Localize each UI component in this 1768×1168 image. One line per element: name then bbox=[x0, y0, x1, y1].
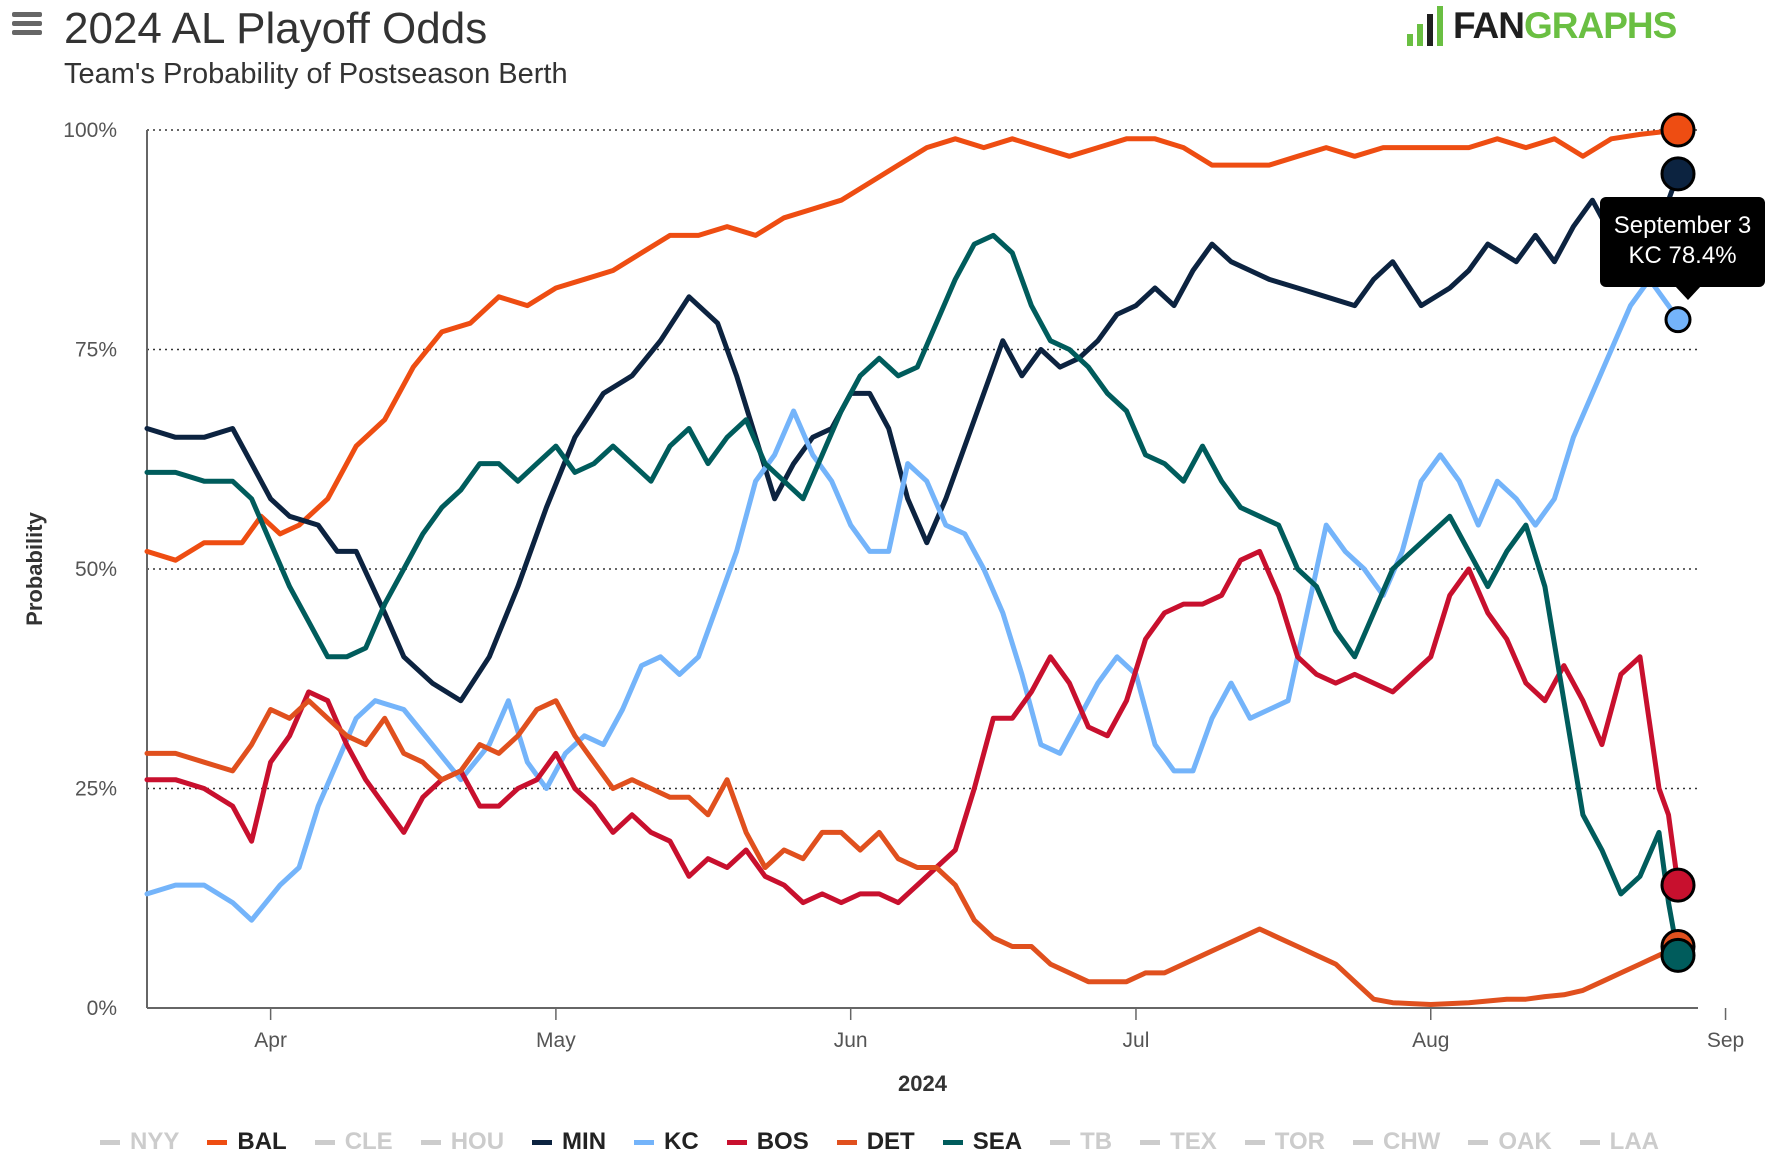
series-line-bal bbox=[144, 127, 1681, 563]
legend-swatch bbox=[207, 1139, 228, 1145]
legend-item-laa[interactable]: LAA bbox=[1579, 1128, 1659, 1156]
legend-item-min[interactable]: MIN bbox=[532, 1128, 606, 1156]
end-marker-min bbox=[1660, 156, 1696, 192]
legend-label: CLE bbox=[344, 1128, 393, 1155]
legend-item-chw[interactable]: CHW bbox=[1353, 1128, 1440, 1156]
legend-item-bal[interactable]: BAL bbox=[207, 1128, 287, 1156]
series-line-min bbox=[144, 171, 1681, 704]
legend-label: TOR bbox=[1274, 1128, 1325, 1155]
legend-swatch bbox=[532, 1139, 553, 1145]
legend-item-tor[interactable]: TOR bbox=[1244, 1128, 1325, 1156]
y-tick-label: 75% bbox=[75, 339, 117, 362]
legend-swatch bbox=[634, 1139, 655, 1145]
legend-label: SEA bbox=[972, 1128, 1023, 1155]
y-axis-title: Probability bbox=[22, 511, 47, 625]
legend-item-nyy[interactable]: NYY bbox=[100, 1128, 179, 1156]
legend-label: DET bbox=[866, 1128, 915, 1155]
hover-tooltip: September 3 KC 78.4% bbox=[1600, 197, 1765, 300]
y-tick-label: 0% bbox=[87, 997, 117, 1020]
x-axis-title: 2024 bbox=[898, 1071, 948, 1096]
legend-swatch bbox=[1353, 1139, 1373, 1145]
end-marker-bos bbox=[1660, 867, 1696, 903]
legend-item-bos[interactable]: BOS bbox=[726, 1128, 809, 1156]
end-marker-kc bbox=[1664, 306, 1692, 334]
legend-label: OAK bbox=[1498, 1128, 1552, 1155]
legend-item-tex[interactable]: TEX bbox=[1140, 1128, 1217, 1156]
y-tick-label: 50% bbox=[75, 558, 117, 581]
legend-item-cle[interactable]: CLE bbox=[314, 1128, 393, 1156]
chart-legend: NYY BAL CLE HOU MIN KC BOS DET SEA TB TEX TOR CHW OAK… bbox=[100, 1128, 1687, 1156]
fangraphs-bars-icon bbox=[1405, 6, 1449, 46]
x-tick-label: Jun bbox=[834, 1029, 868, 1052]
legend-label: HOU bbox=[450, 1128, 505, 1155]
legend-label: MIN bbox=[562, 1128, 607, 1155]
legend-swatch bbox=[1244, 1139, 1265, 1145]
chart-subtitle: Team's Probability of Postseason Berth bbox=[64, 58, 568, 90]
x-tick-label: Jul bbox=[1123, 1029, 1150, 1052]
end-marker-sea bbox=[1660, 937, 1696, 973]
hamburger-menu-icon[interactable] bbox=[12, 12, 42, 36]
legend-swatch bbox=[942, 1139, 963, 1145]
legend-item-kc[interactable]: KC bbox=[634, 1128, 699, 1156]
x-tick-label: Sep bbox=[1707, 1029, 1744, 1052]
legend-swatch bbox=[1140, 1139, 1161, 1145]
legend-swatch bbox=[100, 1139, 120, 1145]
logo-fan-text: FAN bbox=[1453, 5, 1525, 46]
end-marker-bal bbox=[1660, 112, 1696, 148]
x-tick-label: May bbox=[536, 1029, 576, 1052]
x-tick-label: Aug bbox=[1412, 1029, 1449, 1052]
y-tick-label: 25% bbox=[75, 778, 117, 801]
legend-item-oak[interactable]: OAK bbox=[1468, 1128, 1552, 1156]
legend-swatch bbox=[726, 1139, 747, 1145]
tooltip-value: KC 78.4% bbox=[1628, 242, 1737, 269]
y-tick-label: 100% bbox=[63, 119, 117, 142]
series-line-det bbox=[144, 698, 1681, 1007]
tooltip-date: September 3 bbox=[1613, 212, 1752, 239]
legend-item-sea[interactable]: SEA bbox=[942, 1128, 1023, 1156]
legend-label: TB bbox=[1080, 1128, 1113, 1155]
chart-title: 2024 AL Playoff Odds bbox=[64, 4, 488, 53]
legend-label: CHW bbox=[1383, 1128, 1441, 1155]
series-line-sea bbox=[144, 232, 1681, 958]
legend-label: LAA bbox=[1609, 1128, 1659, 1155]
legend-label: NYY bbox=[130, 1128, 180, 1155]
legend-item-det[interactable]: DET bbox=[836, 1128, 915, 1156]
legend-label: KC bbox=[664, 1128, 699, 1155]
legend-swatch bbox=[1579, 1139, 1600, 1145]
legend-label: BAL bbox=[237, 1128, 287, 1155]
fangraphs-logo[interactable]: FAN GRAPHS bbox=[1405, 4, 1677, 48]
legend-label: BOS bbox=[756, 1128, 809, 1155]
logo-graphs-text: GRAPHS bbox=[1524, 5, 1677, 46]
legend-item-hou[interactable]: HOU bbox=[420, 1128, 505, 1156]
x-tick-label: Apr bbox=[254, 1029, 287, 1052]
legend-swatch bbox=[1468, 1139, 1489, 1145]
legend-swatch bbox=[836, 1139, 857, 1145]
legend-swatch bbox=[1050, 1139, 1071, 1145]
legend-label: TEX bbox=[1170, 1128, 1217, 1155]
legend-swatch bbox=[420, 1139, 441, 1145]
legend-item-tb[interactable]: TB bbox=[1050, 1128, 1112, 1156]
legend-swatch bbox=[314, 1139, 335, 1145]
